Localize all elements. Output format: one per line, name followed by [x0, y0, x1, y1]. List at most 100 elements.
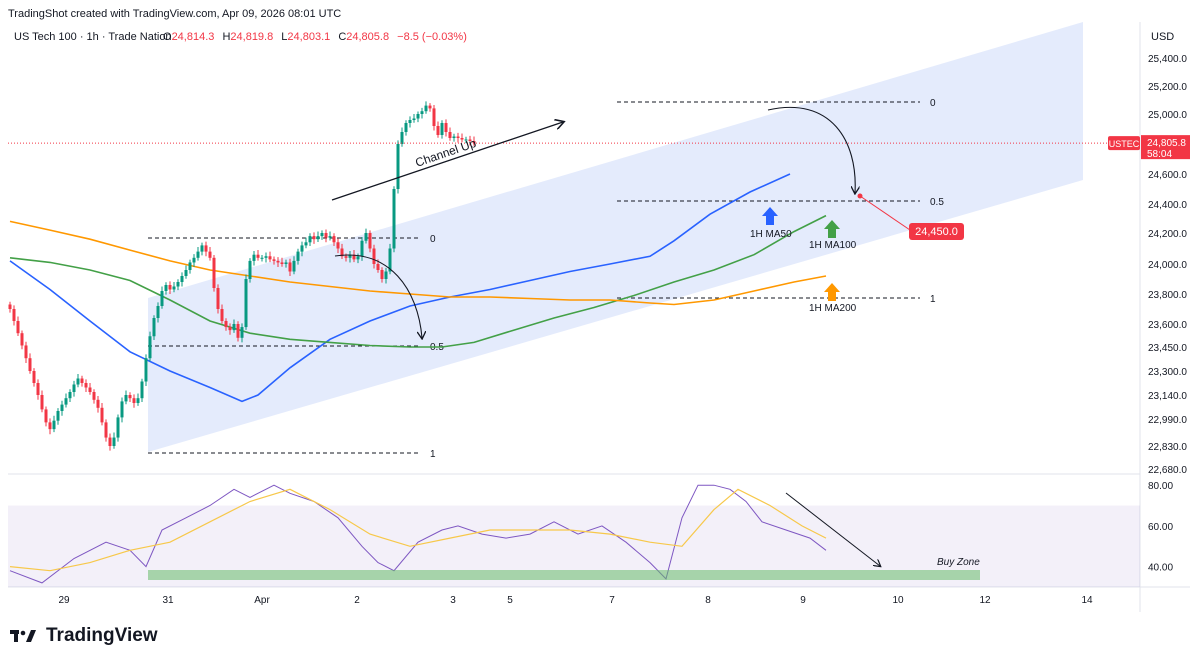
candle[interactable]	[368, 230, 372, 253]
candle[interactable]	[136, 393, 140, 406]
candle[interactable]	[312, 232, 316, 244]
candle[interactable]	[244, 274, 248, 330]
candle[interactable]	[196, 246, 200, 261]
candle[interactable]	[116, 414, 120, 442]
candle[interactable]	[216, 284, 220, 314]
candle[interactable]	[340, 243, 344, 260]
candle[interactable]	[228, 323, 232, 335]
candle[interactable]	[392, 186, 396, 253]
candle[interactable]	[160, 286, 164, 309]
candle[interactable]	[172, 282, 176, 293]
candle[interactable]	[168, 281, 172, 294]
candle[interactable]	[200, 242, 204, 256]
candle[interactable]	[44, 406, 48, 427]
candle[interactable]	[180, 272, 184, 287]
candle[interactable]	[320, 230, 324, 240]
candle[interactable]	[404, 120, 408, 136]
candle[interactable]	[36, 379, 40, 400]
rsi-trend-arrow[interactable]	[785, 492, 880, 566]
candle[interactable]	[156, 302, 160, 323]
candle[interactable]	[444, 119, 448, 137]
candle[interactable]	[460, 133, 464, 143]
candle[interactable]	[420, 107, 424, 119]
candle[interactable]	[16, 316, 20, 336]
ma-line-1h-ma50[interactable]	[9, 173, 791, 403]
candle[interactable]	[124, 390, 128, 405]
channel-arrow[interactable]	[331, 122, 563, 201]
candle[interactable]	[236, 321, 240, 342]
candle[interactable]	[260, 255, 264, 262]
candle[interactable]	[184, 265, 188, 279]
candle[interactable]	[204, 241, 208, 257]
candle[interactable]	[148, 331, 152, 362]
candle[interactable]	[268, 251, 272, 263]
candle[interactable]	[272, 256, 276, 265]
ma-line-1h-ma100[interactable]	[9, 214, 827, 348]
candle[interactable]	[188, 259, 192, 274]
candle[interactable]	[400, 127, 404, 147]
rsi-line[interactable]	[9, 484, 827, 584]
candle[interactable]	[176, 279, 180, 291]
candle[interactable]	[384, 267, 388, 284]
candle[interactable]	[140, 378, 144, 403]
candle[interactable]	[232, 319, 236, 333]
candle[interactable]	[52, 415, 56, 433]
candle[interactable]	[68, 389, 72, 403]
candle[interactable]	[472, 136, 476, 146]
candle[interactable]	[212, 255, 216, 292]
candle[interactable]	[80, 375, 84, 387]
candle[interactable]	[128, 392, 132, 403]
candle[interactable]	[48, 418, 52, 435]
candle[interactable]	[380, 267, 384, 283]
candle[interactable]	[76, 374, 80, 388]
tradingview-brand[interactable]: TradingView	[10, 625, 158, 647]
candle[interactable]	[248, 258, 252, 283]
candle[interactable]	[300, 241, 304, 257]
candle[interactable]	[104, 419, 108, 442]
candle[interactable]	[240, 323, 244, 343]
candle[interactable]	[84, 379, 88, 392]
buy-zone[interactable]	[148, 570, 980, 580]
candle[interactable]	[264, 252, 268, 263]
candle[interactable]	[352, 250, 356, 263]
ma-line-1h-ma200[interactable]	[9, 220, 827, 306]
candle[interactable]	[100, 403, 104, 426]
symbol-legend[interactable]: US Tech 100 · 1h · Trade Nation O24,814.…	[14, 31, 467, 43]
candle[interactable]	[120, 397, 124, 423]
candle[interactable]	[108, 433, 112, 451]
last-price-tag[interactable]	[1141, 135, 1190, 160]
candle[interactable]	[348, 250, 352, 263]
candle[interactable]	[308, 233, 312, 247]
rsi-signal-line[interactable]	[9, 488, 827, 572]
target-badge[interactable]	[909, 223, 964, 240]
candle[interactable]	[8, 301, 12, 313]
candle[interactable]	[416, 111, 420, 123]
candle[interactable]	[432, 105, 436, 131]
candle[interactable]	[252, 250, 256, 266]
candle[interactable]	[360, 237, 364, 261]
candle[interactable]	[192, 254, 196, 267]
candle[interactable]	[60, 400, 64, 416]
candle[interactable]	[372, 244, 376, 269]
candle[interactable]	[152, 315, 156, 340]
candle[interactable]	[412, 114, 416, 123]
candle[interactable]	[328, 231, 332, 241]
candle[interactable]	[468, 135, 472, 146]
candle[interactable]	[436, 121, 440, 138]
candle[interactable]	[64, 393, 68, 408]
candle[interactable]	[96, 395, 100, 413]
candle[interactable]	[316, 231, 320, 242]
candle[interactable]	[448, 127, 452, 141]
candle[interactable]	[424, 101, 428, 114]
candle[interactable]	[12, 305, 16, 326]
candle[interactable]	[72, 380, 76, 397]
candle[interactable]	[20, 330, 24, 350]
candle[interactable]	[456, 132, 460, 143]
projection-curve-2[interactable]	[767, 106, 855, 193]
candle[interactable]	[396, 140, 400, 194]
candle[interactable]	[28, 353, 32, 374]
candle[interactable]	[284, 259, 288, 268]
candle[interactable]	[256, 250, 260, 261]
candle[interactable]	[464, 136, 468, 144]
